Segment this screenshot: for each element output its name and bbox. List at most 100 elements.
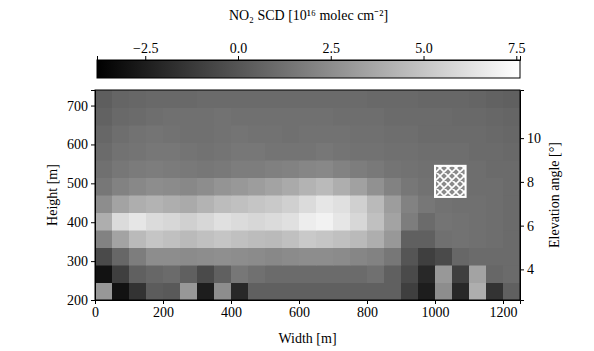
heat-cell [180, 160, 198, 178]
heat-cell [282, 143, 300, 161]
heat-cell [265, 230, 283, 248]
heat-cell [95, 108, 113, 126]
heat-cell [299, 90, 317, 108]
heat-cell [503, 125, 520, 143]
heat-cell [231, 125, 249, 143]
heat-cell [316, 248, 334, 266]
tick: 8 [520, 175, 534, 190]
heat-cell [316, 230, 334, 248]
heat-cell [384, 90, 402, 108]
heat-cell [316, 143, 334, 161]
heat-cell [214, 283, 232, 301]
heat-cell [350, 283, 368, 301]
heat-cell [146, 160, 164, 178]
y2-axis-title: Elevation angle [°] [547, 142, 562, 248]
tick: 800 [357, 300, 378, 320]
heat-cell [95, 248, 113, 266]
heat-cell [469, 213, 487, 231]
heat-cell [503, 160, 520, 178]
heat-cell [486, 265, 504, 283]
heat-cell [163, 265, 181, 283]
heat-cell [299, 160, 317, 178]
heat-cell [503, 195, 520, 213]
heat-cell [367, 248, 385, 266]
heat-cell [265, 248, 283, 266]
heat-cell [350, 125, 368, 143]
heat-cell [367, 178, 385, 196]
heat-cell [231, 230, 249, 248]
heat-cell [435, 108, 453, 126]
tick: 400 [221, 300, 242, 320]
heat-cell [469, 248, 487, 266]
heat-cell [333, 195, 351, 213]
heat-cell [367, 213, 385, 231]
heat-cell [265, 125, 283, 143]
heat-cell [282, 125, 300, 143]
heat-cell [316, 160, 334, 178]
heat-cell [350, 213, 368, 231]
heat-cell [248, 178, 266, 196]
heat-cell [333, 283, 351, 301]
heat-cell [231, 265, 249, 283]
heat-cell [469, 125, 487, 143]
heat-cell [350, 90, 368, 108]
heat-cell [95, 125, 113, 143]
heat-cell [180, 108, 198, 126]
tick-label: 7.5 [508, 41, 526, 56]
tick-label: 5.0 [415, 41, 433, 56]
heat-cell [146, 195, 164, 213]
tick-label: 1000 [422, 305, 450, 320]
heat-cell [248, 283, 266, 301]
tick: 300 [67, 254, 95, 269]
heat-cell [248, 265, 266, 283]
heat-cell [316, 90, 334, 108]
heat-cell [146, 213, 164, 231]
heat-cell [231, 108, 249, 126]
heat-cell [316, 108, 334, 126]
heat-cell [418, 90, 436, 108]
tick-mark [91, 183, 95, 184]
heat-cell [486, 283, 504, 301]
heat-cell [146, 90, 164, 108]
heat-cell [163, 178, 181, 196]
heat-cell [163, 143, 181, 161]
heat-cell [384, 178, 402, 196]
tick-label: 0 [92, 305, 99, 320]
heat-cell [452, 108, 470, 126]
heat-cell [367, 265, 385, 283]
heat-cell [197, 213, 215, 231]
heat-cell [95, 213, 113, 231]
heat-cell [282, 283, 300, 301]
heat-cell [350, 248, 368, 266]
heat-cell [163, 213, 181, 231]
heat-cell [231, 248, 249, 266]
heat-cell [333, 230, 351, 248]
heat-cell [95, 143, 113, 161]
heat-cell [401, 90, 419, 108]
heat-cell [435, 265, 453, 283]
heat-cell [503, 213, 520, 231]
heat-cell [503, 283, 520, 301]
heat-cell [401, 230, 419, 248]
heat-cell [384, 265, 402, 283]
heat-cell [503, 265, 520, 283]
tick: 500 [67, 176, 95, 191]
heat-cell [282, 213, 300, 231]
tick-label: 800 [357, 305, 378, 320]
heat-cell [282, 265, 300, 283]
heat-cell [129, 283, 147, 301]
hatch-box [435, 166, 466, 197]
heat-cell [350, 108, 368, 126]
heat-cell [112, 125, 130, 143]
heat-cell [112, 160, 130, 178]
heat-cell [299, 265, 317, 283]
tick: 2.5 [323, 41, 341, 60]
tick-mark [91, 106, 95, 107]
tick: 5.0 [415, 41, 433, 60]
tick-mark [367, 300, 368, 304]
heat-cell [367, 230, 385, 248]
heat-cell [452, 125, 470, 143]
heat-cell [214, 230, 232, 248]
heat-cell [418, 160, 436, 178]
heat-cell [503, 248, 520, 266]
